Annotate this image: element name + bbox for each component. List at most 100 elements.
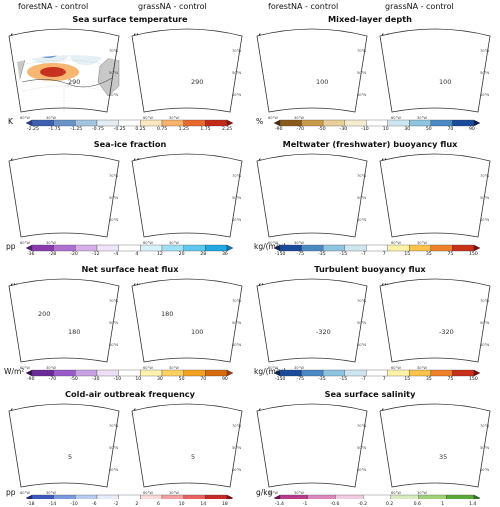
map-ocean	[132, 154, 242, 237]
graticule-label: 60°W	[391, 241, 401, 245]
unit-label-sss: g/kg	[256, 488, 273, 497]
map-panel-n: 5 70°N 50°N 40°N 60°W 30°W	[131, 403, 243, 495]
colorbar-tick-label: 150	[469, 377, 478, 382]
colorbar-segment	[322, 244, 345, 252]
colorbar-segment	[161, 244, 184, 252]
unit-label-heatflux: W/m²	[4, 367, 25, 376]
map-frame	[8, 28, 120, 113]
row4-right-title: Sea surface salinity	[324, 389, 416, 399]
colorbar-segment	[344, 244, 367, 252]
map-frame	[379, 278, 491, 363]
colorbar-tick-label: 35	[425, 252, 432, 257]
map-panel-a: 290 70°N 50°N 40°N 60°W 30°W	[8, 28, 120, 120]
colorbar-segment	[335, 494, 364, 499]
contour-label: 100	[439, 78, 451, 86]
graticule-label: 30°W	[294, 116, 304, 120]
colorbar-segment	[53, 369, 76, 377]
colorbar-tick-label: -0.6	[330, 502, 340, 507]
graticule-label: 70°N	[357, 174, 366, 178]
map-frame	[8, 153, 120, 238]
map-ocean	[257, 29, 367, 112]
graticule-label: 60°W	[268, 116, 278, 120]
colorbar-segment	[118, 244, 141, 252]
graticule-label: 30°W	[46, 241, 56, 245]
colorbar-tick-label: 10	[135, 377, 142, 382]
colorbar-0-R	[273, 119, 481, 127]
map-frame	[256, 28, 368, 113]
map-ocean	[132, 279, 242, 362]
colorbar-segment	[452, 119, 475, 127]
colorbar-tick-label: -150	[275, 377, 286, 382]
graticule-label: 50°N	[232, 196, 241, 200]
colorbar-tick-label: -15	[339, 252, 348, 257]
contour-label: -320	[439, 328, 454, 336]
graticule-label: 40°N	[232, 468, 241, 472]
colorbar-segment	[31, 494, 54, 499]
column-header-3: forestNA - control	[268, 2, 339, 11]
graticule-label: 30°W	[169, 116, 179, 120]
unit-label-melt: kg/(m²y)	[254, 242, 287, 251]
colorbar-tick-label: -14	[48, 502, 57, 507]
graticule-label: 70°N	[232, 299, 241, 303]
map-ocean	[9, 279, 119, 362]
graticule-label: 60°W	[20, 491, 30, 495]
colorbar-extend-high	[226, 244, 234, 252]
colorbar-tick-label: -0.2	[358, 502, 368, 507]
colorbar-segment	[118, 119, 141, 127]
map-frame	[131, 153, 243, 238]
colorbar-segment	[366, 244, 388, 252]
row1-left-title: Sea surface temperature	[72, 14, 188, 24]
colorbar-tick-label: -75	[296, 377, 305, 382]
colorbar-tick-label: 0.2	[385, 502, 394, 507]
colorbar-tick-label: 90	[222, 377, 228, 382]
colorbar-extend-low	[25, 494, 33, 499]
graticule-label: 70°N	[357, 424, 366, 428]
colorbar-segment	[430, 369, 453, 377]
colorbar-segment	[279, 494, 308, 499]
colorbar-segment	[31, 244, 54, 252]
colorbar-tick-label: 50	[178, 377, 185, 382]
colorbar-segment	[183, 244, 206, 252]
graticule-label: 60°W	[20, 366, 30, 370]
map-panel-b: 290 70°N 50°N 40°N 60°W 30°W	[131, 28, 243, 120]
map-frame	[379, 153, 491, 238]
colorbar-tick-label: 50	[425, 127, 432, 132]
column-header-4: grassNA - control	[385, 2, 454, 11]
contour-label: 200	[38, 310, 50, 318]
graticule-label: 70°N	[232, 49, 241, 53]
colorbar-segment	[301, 369, 324, 377]
colorbar-segment	[279, 119, 302, 127]
colorbar-tick-label: -35	[318, 252, 326, 257]
colorbar-extend-low	[273, 369, 281, 377]
colorbar-segment	[322, 369, 345, 377]
graticule-label: 50°N	[357, 71, 366, 75]
colorbar-2-R	[273, 369, 481, 377]
row1-right-title: Mixed-layer depth	[328, 14, 412, 24]
map-frame	[8, 403, 120, 488]
graticule-label: 40°N	[109, 343, 118, 347]
map-panel-e: 70°N 50°N 40°N 60°W 30°W	[8, 153, 120, 245]
graticule-label: 70°N	[357, 299, 366, 303]
colorbar-tick-label: -2	[113, 502, 119, 507]
colorbar-tick-label: 70	[200, 377, 207, 382]
colorbar-segment	[96, 119, 119, 127]
graticule-label: 50°N	[109, 321, 118, 325]
contour-label: 35	[439, 453, 447, 461]
graticule-label: 30°W	[46, 366, 56, 370]
colorbar-tick-label: 7	[382, 377, 386, 382]
graticule-label: 70°N	[480, 49, 489, 53]
map-panel-p: 35 70°N 50°N 40°N 60°W 30°W	[379, 403, 491, 495]
graticule-label: 40°N	[109, 218, 118, 222]
graticule-label: 50°N	[357, 446, 366, 450]
colorbar-segment	[409, 369, 432, 377]
colorbar-tick-label: -1	[302, 502, 308, 507]
graticule-label: 60°W	[268, 491, 278, 495]
map-frame	[379, 403, 491, 488]
colorbar-tick-label: 30	[157, 377, 163, 382]
map-panel-d: 100 70°N 50°N 40°N 60°W 30°W	[379, 28, 491, 120]
graticule-label: 60°W	[391, 116, 401, 120]
contour-line	[21, 77, 113, 88]
colorbar-tick-label: 150	[469, 252, 478, 257]
colorbar-segment	[75, 494, 98, 499]
map-panel-k: -320 70°N 50°N 40°N 60°W 30°W	[256, 278, 368, 370]
